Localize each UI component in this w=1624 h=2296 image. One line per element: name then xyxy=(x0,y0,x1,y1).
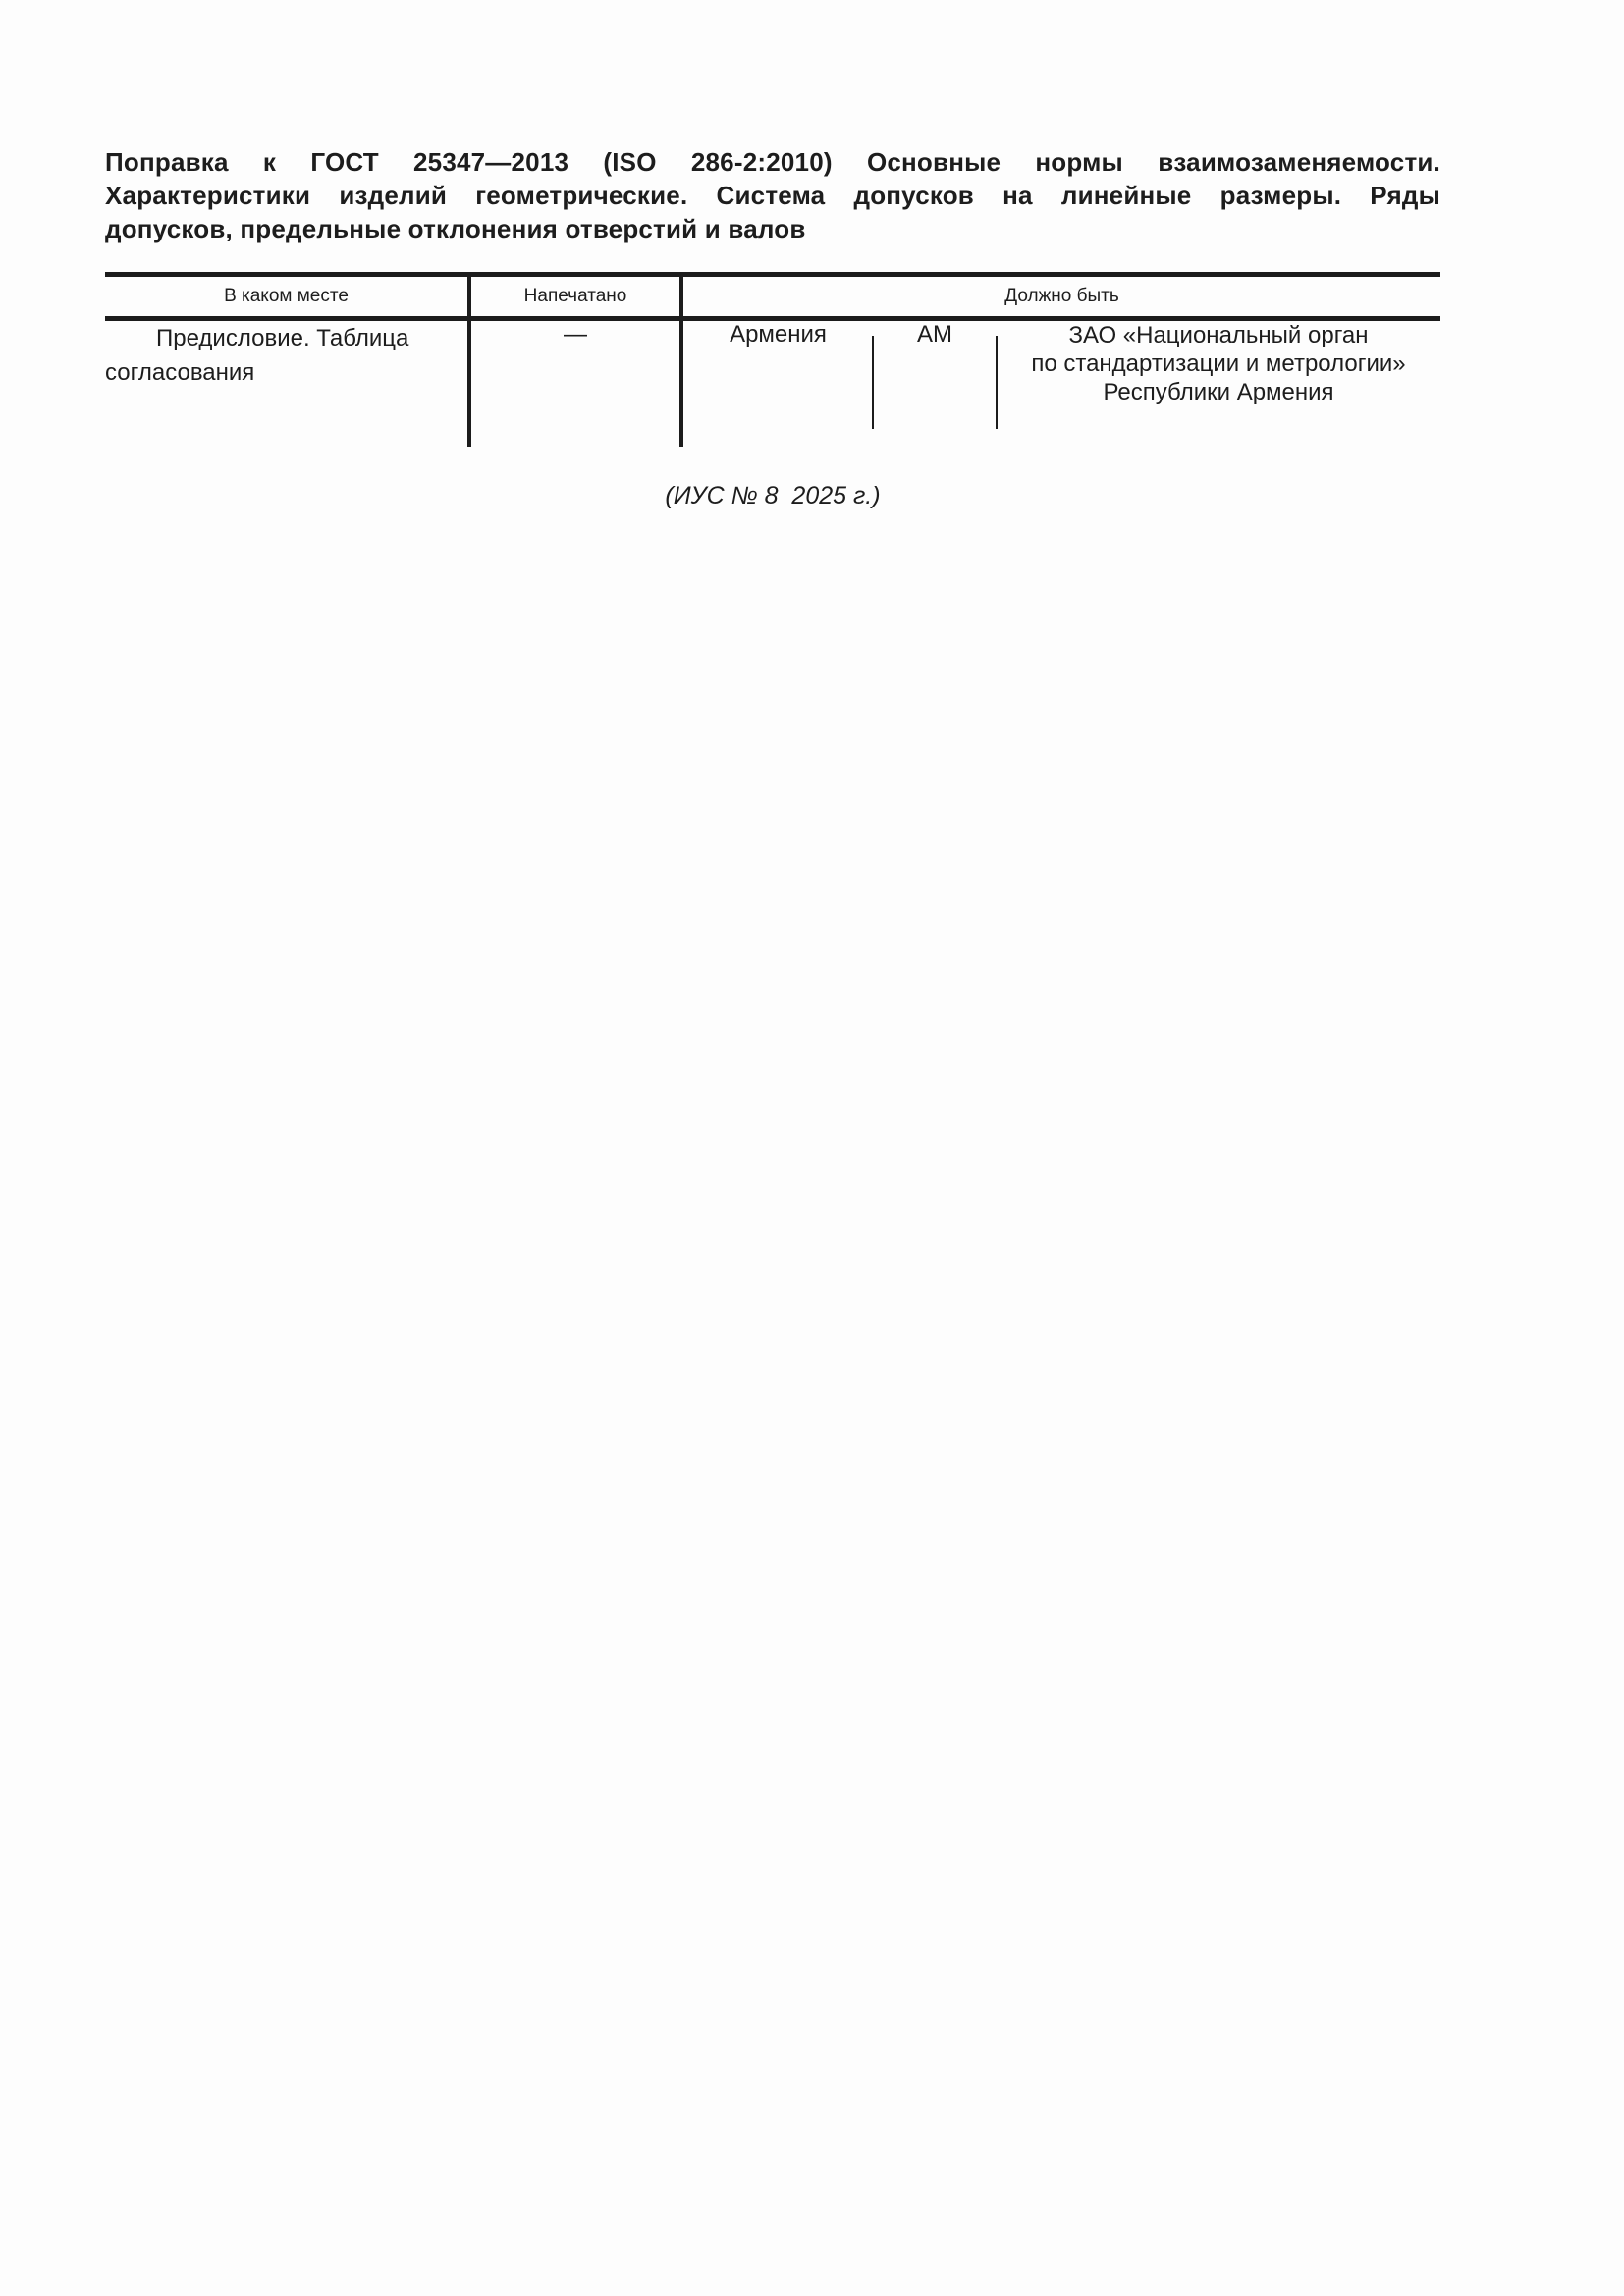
cell-organization: ЗАО «Национальный орган по стандартизаци… xyxy=(995,319,1440,448)
cell-printed-dash: — xyxy=(469,318,683,447)
header-cell-location: В каком месте xyxy=(105,274,471,321)
table-row: Предисловие. Таблица согласования — Арме… xyxy=(105,318,1440,448)
title-line: допусков, предельные отклонения отверсти… xyxy=(105,214,806,243)
title-line: Поправка к ГОСТ 25347—2013 (ISO 286-2:20… xyxy=(105,147,1440,177)
cell-location: Предисловие. Таблица согласования xyxy=(105,318,471,447)
table-header-row: В каком месте Напечатано Должно быть xyxy=(105,274,1441,321)
organization-line: Республики Армения xyxy=(1103,379,1334,405)
ius-issue-caption: (ИУС № 8 2025 г.) xyxy=(665,482,881,509)
organization-line: ЗАО «Национальный орган xyxy=(1068,322,1369,348)
page-content: Поправка к ГОСТ 25347—2013 (ISO 286-2:20… xyxy=(105,0,1441,510)
organization-line: по стандартизации и метрологии» xyxy=(1031,350,1406,377)
header-cell-correct: Должно быть xyxy=(681,274,1441,321)
title-line: Характеристики изделий геометрические. С… xyxy=(105,181,1440,210)
document-title: Поправка к ГОСТ 25347—2013 (ISO 286-2:20… xyxy=(105,145,1440,245)
correction-table: В каком месте Напечатано Должно быть Пре… xyxy=(105,272,1441,448)
cell-country-code: АМ xyxy=(872,319,997,448)
header-cell-printed: Напечатано xyxy=(469,274,683,321)
cell-country: Армения xyxy=(730,321,827,347)
